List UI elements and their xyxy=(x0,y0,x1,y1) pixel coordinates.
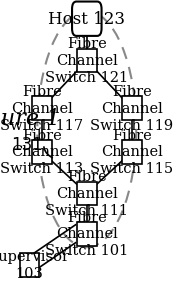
Text: Fibre
Channel
Switch 101: Fibre Channel Switch 101 xyxy=(45,210,128,258)
Text: Figure 1: Figure 1 xyxy=(0,108,60,130)
Text: Fibre
Channel
Switch 119: Fibre Channel Switch 119 xyxy=(90,85,173,133)
Text: Fibre
Channel
Switch 113: Fibre Channel Switch 113 xyxy=(0,128,83,176)
FancyBboxPatch shape xyxy=(72,2,101,36)
FancyBboxPatch shape xyxy=(31,97,52,121)
Text: 131: 131 xyxy=(11,136,42,153)
Text: Fibre
Channel
Switch 117: Fibre Channel Switch 117 xyxy=(0,85,83,133)
Text: Supervisor
103: Supervisor 103 xyxy=(0,250,70,280)
FancyBboxPatch shape xyxy=(76,182,97,206)
Text: Fibre
Channel
Switch 115: Fibre Channel Switch 115 xyxy=(90,128,173,176)
FancyBboxPatch shape xyxy=(20,253,39,277)
Text: Host 123: Host 123 xyxy=(48,11,125,28)
FancyBboxPatch shape xyxy=(31,140,52,164)
Text: Fibre
Channel
Switch 111: Fibre Channel Switch 111 xyxy=(45,170,128,218)
FancyBboxPatch shape xyxy=(76,222,97,246)
Text: Fibre
Channel
Switch 121: Fibre Channel Switch 121 xyxy=(45,37,128,85)
FancyBboxPatch shape xyxy=(76,49,97,73)
FancyBboxPatch shape xyxy=(121,97,142,121)
FancyBboxPatch shape xyxy=(121,140,142,164)
